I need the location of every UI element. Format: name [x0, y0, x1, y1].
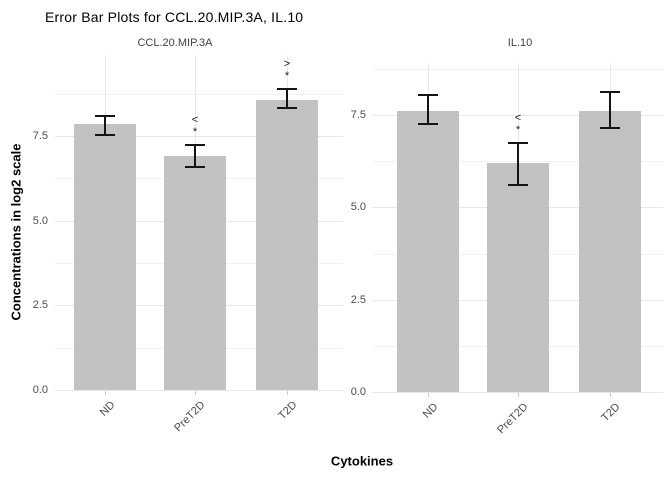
- error-bar-cap-top: [185, 144, 205, 146]
- y-tick-label: 7.5: [32, 130, 48, 142]
- y-tick-label: 2.5: [350, 294, 366, 306]
- y-axis-title: Concentrations in log2 scale: [8, 143, 24, 321]
- x-tick-label-t2d: T2D: [599, 401, 623, 425]
- error-bar-cap-bottom: [418, 123, 438, 125]
- x-tick-mark: [195, 391, 196, 395]
- y-tick-label: 2.5: [32, 299, 48, 311]
- bar-t2d: [579, 111, 641, 392]
- y-tick-label: 5.0: [350, 201, 366, 213]
- x-tick-mark: [428, 393, 429, 397]
- facet-title-ccl20: CCL.20.MIP.3A: [137, 37, 213, 49]
- x-tick-mark: [518, 393, 519, 397]
- x-tick-label-nd: ND: [420, 401, 441, 421]
- error-bar-cap-bottom: [277, 107, 297, 109]
- chart-title: Error Bar Plots for CCL.20.MIP.3A, IL.10: [45, 9, 304, 25]
- gridline-major: [55, 136, 343, 137]
- error-bar-line: [427, 95, 429, 124]
- x-tick-mark: [105, 391, 106, 395]
- significance-annotation: < *: [514, 112, 522, 136]
- error-bar-cap-bottom: [95, 134, 115, 136]
- error-bar-cap-bottom: [600, 127, 620, 129]
- error-bar-line: [286, 89, 288, 108]
- y-tick-label: 7.5: [350, 109, 366, 121]
- bar-t2d: [256, 100, 318, 390]
- bar-nd: [397, 111, 459, 392]
- significance-annotation: > *: [283, 58, 291, 82]
- gridline-major: [55, 390, 343, 391]
- x-tick-label-t2d: T2D: [276, 399, 300, 423]
- error-bar-cap-top: [508, 142, 528, 144]
- y-tick-label: 0.0: [350, 386, 366, 398]
- error-bar-line: [104, 116, 106, 135]
- y-tick-label: 5.0: [32, 215, 48, 227]
- bar-pret2d: [164, 156, 226, 390]
- error-bar-line: [194, 145, 196, 167]
- error-bar-cap-bottom: [185, 166, 205, 168]
- x-tick-label-pret2d: PreT2D: [495, 401, 531, 437]
- error-bar-cap-top: [600, 91, 620, 93]
- error-bar-cap-top: [418, 94, 438, 96]
- y-tick-label: 0.0: [32, 384, 48, 396]
- error-bar-line: [609, 92, 611, 128]
- x-axis-title: Cytokines: [330, 453, 394, 469]
- error-bar-cap-top: [95, 115, 115, 117]
- x-tick-label-nd: ND: [97, 399, 118, 419]
- x-tick-label-pret2d: PreT2D: [172, 399, 208, 435]
- error-bar-line: [517, 143, 519, 185]
- gridline-minor: [55, 94, 343, 95]
- facet-title-il10: IL.10: [507, 37, 533, 49]
- error-bar-cap-top: [277, 88, 297, 90]
- significance-annotation: < *: [191, 114, 199, 138]
- x-tick-mark: [610, 393, 611, 397]
- gridline-major: [373, 392, 663, 393]
- bar-nd: [74, 124, 136, 390]
- bar-pret2d: [487, 163, 549, 392]
- error-bar-cap-bottom: [508, 184, 528, 186]
- x-tick-mark: [287, 391, 288, 395]
